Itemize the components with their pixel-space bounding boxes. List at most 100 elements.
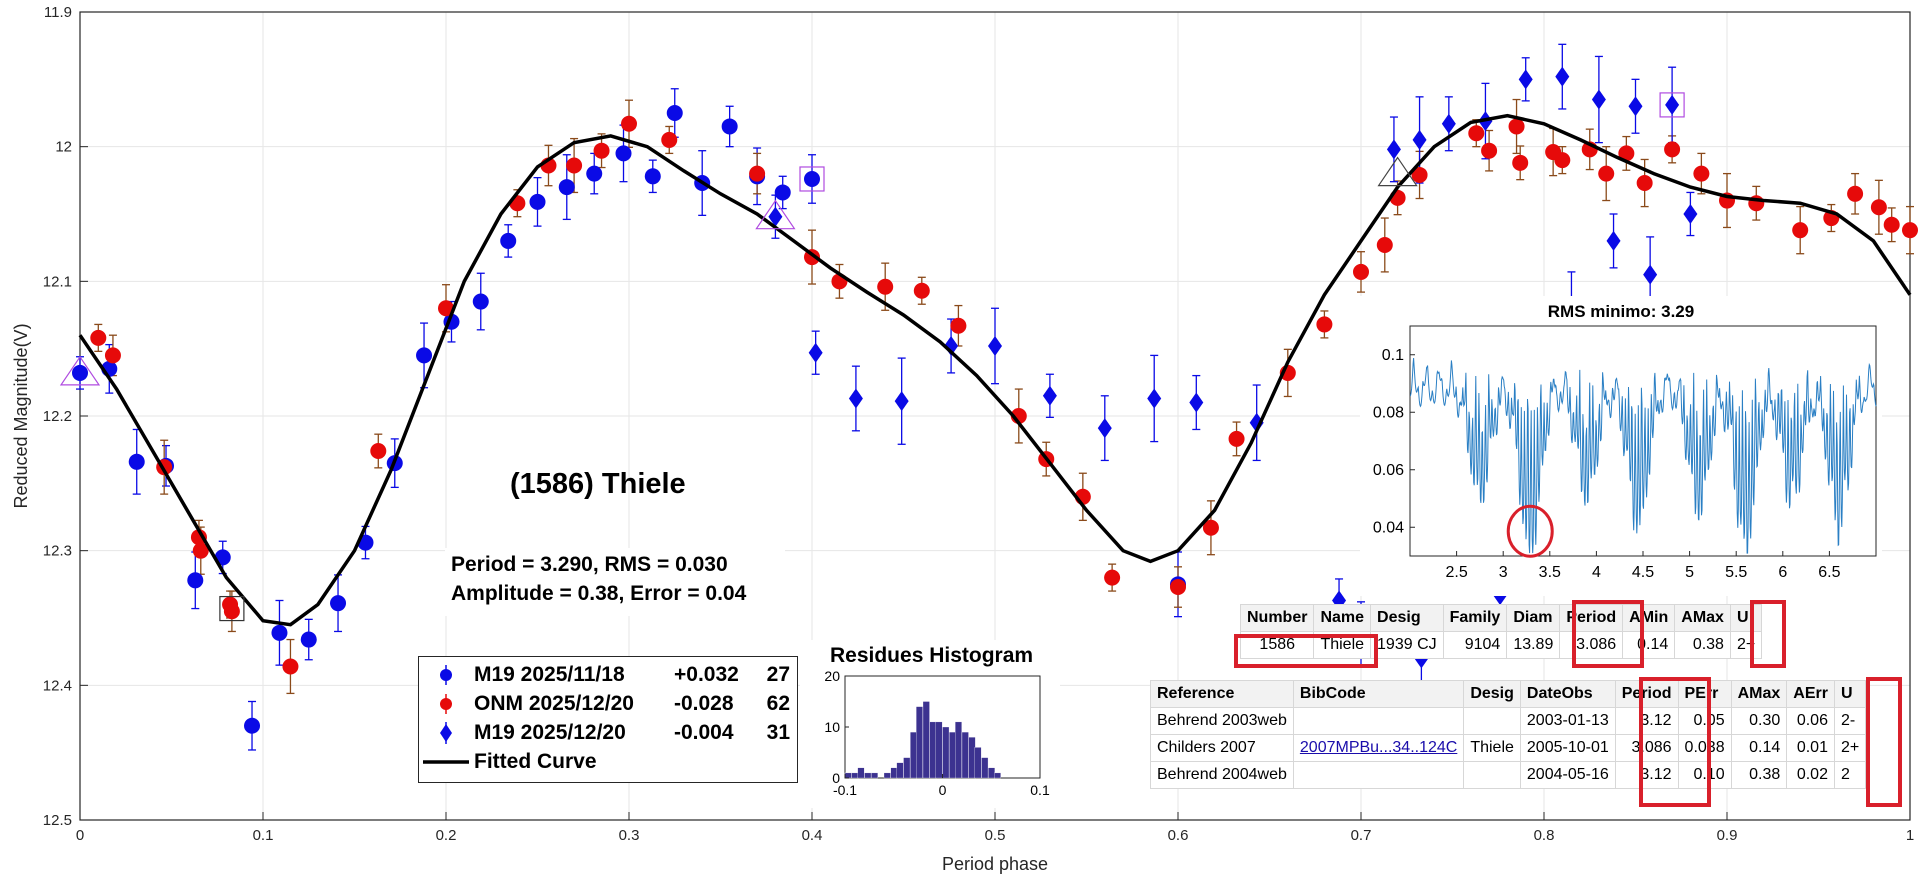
- point-m19-1118: [244, 717, 261, 734]
- legend-entry-m19-1118: M19 2025/11/18 +0.032 27: [419, 661, 790, 689]
- literature-cell: 3.086: [1614, 734, 1679, 762]
- point-m19-1220: [1591, 89, 1606, 110]
- square-marker: [1659, 92, 1685, 118]
- point-onm-1220: [1870, 199, 1887, 216]
- residues-histogram-panel: Residues Histogram -0.1 0 0.1 0 10 20: [800, 640, 1060, 808]
- histogram-bar: [844, 772, 852, 779]
- x-tick-label: 0.6: [1168, 827, 1189, 844]
- point-onm-1220: [1508, 118, 1525, 135]
- histogram-bar: [857, 767, 865, 779]
- point-onm-1220: [621, 115, 637, 132]
- point-m19-1118: [586, 165, 603, 182]
- y-tick-label: 12.2: [43, 408, 72, 425]
- legend-name: Fitted Curve: [474, 750, 597, 773]
- x-tick-label: 0.9: [1717, 827, 1738, 844]
- literature-cell: 0.30: [1730, 707, 1788, 735]
- point-m19-1220: [1643, 264, 1658, 285]
- asteroid-col-header: Name: [1313, 604, 1372, 632]
- point-m19-1118: [472, 293, 489, 310]
- point-m19-1220: [988, 335, 1002, 356]
- point-onm-1220: [223, 603, 240, 620]
- asteroid-cell: 13.89: [1506, 631, 1561, 659]
- literature-cell: 0.10: [1677, 761, 1732, 789]
- histogram-bar: [942, 726, 950, 779]
- histogram-bar: [981, 757, 989, 779]
- pg-x-tick-label: 6: [1778, 564, 1787, 581]
- x-tick-label: 0.8: [1534, 827, 1555, 844]
- legend-name: M19 2025/11/18: [474, 663, 625, 686]
- point-m19-1220: [1606, 230, 1621, 251]
- histogram-bar: [864, 772, 872, 779]
- pg-x-tick-label: 3: [1499, 564, 1508, 581]
- literature-table-row: Behrend 2004web 2004-05-16 3.12 0.10 0.38 0.0…: [1150, 761, 1867, 789]
- periodogram-panel: RMS minimo: 3.29 2.5 3 3.5 4 4.5 5 5.5 6 6.5 0.04…: [1360, 296, 1882, 596]
- point-onm-1220: [1554, 152, 1571, 169]
- pg-y-tick-label: 0.04: [1373, 519, 1404, 536]
- literature-cell: 0.06: [1786, 707, 1835, 735]
- histogram-bar: [929, 721, 937, 779]
- legend-name: M19 2025/12/20: [474, 721, 626, 744]
- literature-cell: [1292, 761, 1465, 789]
- point-onm-1220: [370, 443, 387, 460]
- point-m19-1118: [529, 193, 546, 210]
- point-m19-1220: [1628, 96, 1643, 117]
- pg-x-tick-label: 3.5: [1539, 564, 1561, 581]
- point-onm-1220: [1664, 141, 1681, 158]
- legend-offset: -0.004: [674, 721, 734, 744]
- asteroid-cell: 0.38: [1674, 631, 1731, 659]
- literature-col-header: DateObs: [1519, 680, 1616, 708]
- histogram-bar: [935, 721, 943, 779]
- histogram-bar: [968, 737, 976, 779]
- literature-cell: 2-: [1833, 707, 1867, 735]
- pg-x-tick-label: 2.5: [1445, 564, 1467, 581]
- point-onm-1220: [1512, 154, 1529, 171]
- point-m19-1220: [1147, 388, 1162, 409]
- literature-table-header: Reference BibCode Desig DateObs Period PErr AM…: [1150, 680, 1867, 708]
- point-onm-1220: [1618, 145, 1635, 162]
- hist-x-tick-label: 0: [939, 782, 947, 798]
- literature-cell: 2003-01-13: [1519, 707, 1616, 735]
- x-tick-label: 1: [1906, 827, 1914, 844]
- point-onm-1220: [1598, 165, 1615, 182]
- histogram-bar: [961, 731, 969, 779]
- literature-cell: 2007MPBu...34..124C: [1292, 734, 1465, 762]
- fit-amplitude-error: Amplitude = 0.38, Error = 0.04: [451, 582, 747, 605]
- asteroid-cell: 2+: [1729, 631, 1763, 659]
- histogram-bar: [890, 767, 898, 779]
- periodogram-title: RMS minimo: 3.29: [1547, 302, 1695, 321]
- asteroid-col-header: Family: [1442, 604, 1508, 632]
- literature-cell: [1463, 761, 1521, 789]
- point-m19-1118: [666, 105, 683, 121]
- point-onm-1220: [877, 278, 894, 295]
- point-m19-1118: [187, 572, 204, 589]
- point-m19-1118: [416, 347, 433, 364]
- pg-x-tick-label: 4: [1592, 564, 1601, 581]
- fit-period-rms: Period = 3.290, RMS = 0.030: [451, 553, 728, 576]
- bibcode-link[interactable]: 2007MPBu...34..124C: [1299, 739, 1458, 756]
- point-onm-1220: [1376, 236, 1393, 253]
- literature-col-header: AMax: [1730, 680, 1788, 708]
- x-tick-label: 0.1: [253, 827, 274, 844]
- pg-x-tick-label: 6.5: [1818, 564, 1840, 581]
- point-onm-1220: [190, 529, 207, 546]
- legend-entry-fitted-curve: Fitted Curve: [419, 748, 597, 776]
- legend-count: 62: [766, 692, 790, 715]
- x-axis-ticks: 0 0.1 0.2 0.3 0.4 0.5 0.6 0.7 0.8 0.9 1: [76, 812, 1914, 844]
- histogram-bar: [988, 767, 996, 779]
- histogram-bar: [916, 706, 923, 779]
- x-tick-label: 0.7: [1351, 827, 1372, 844]
- periodogram-line: [1410, 357, 1877, 554]
- literature-col-header: Desig: [1463, 680, 1521, 708]
- literature-cell: 0.38: [1730, 761, 1788, 789]
- point-m19-1220: [1189, 392, 1204, 413]
- fit-info: Period = 3.290, RMS = 0.030 Amplitude = …: [445, 548, 785, 616]
- x-tick-label: 0.3: [619, 827, 640, 844]
- hist-x-tick-label: -0.1: [833, 782, 857, 798]
- point-onm-1220: [1411, 166, 1428, 183]
- legend-count: 27: [766, 663, 790, 686]
- literature-cell: 0.038: [1677, 734, 1732, 762]
- pg-y-tick-label: 0.08: [1373, 404, 1404, 421]
- histogram-bar: [896, 762, 904, 779]
- asteroid-col-header: AMin: [1622, 604, 1676, 632]
